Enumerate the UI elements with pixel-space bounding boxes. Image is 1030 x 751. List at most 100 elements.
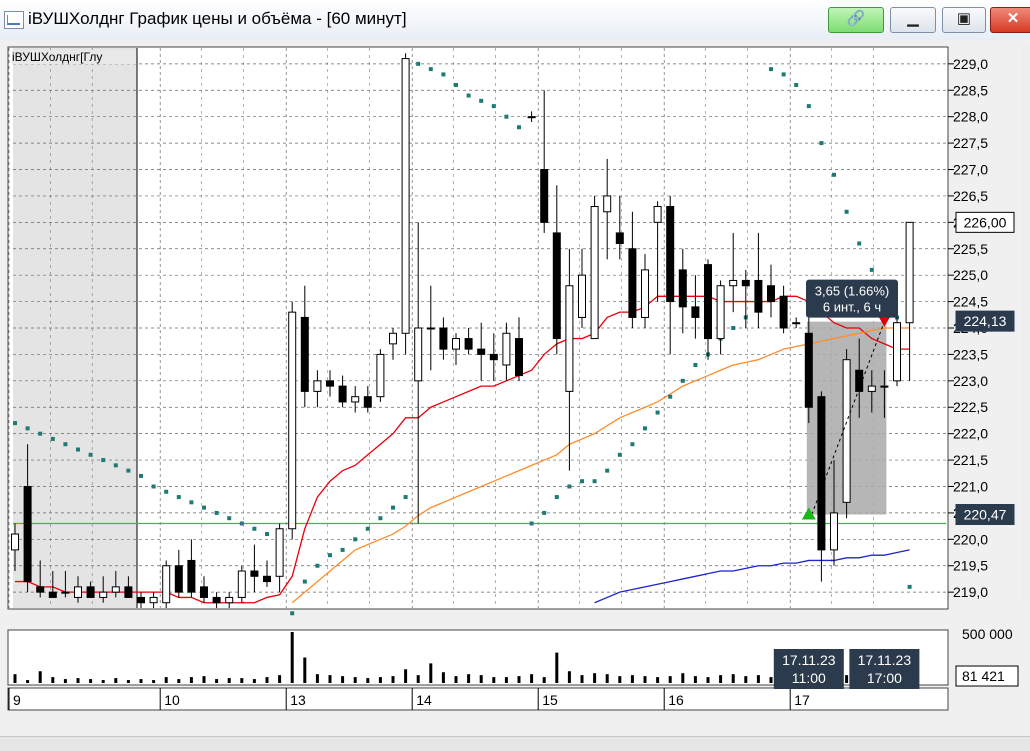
time-axis [7, 687, 949, 711]
close-button[interactable]: ✕ [990, 7, 1030, 33]
horizontal-scrollbar[interactable] [0, 736, 1030, 751]
price-tick-label: 219,5 [953, 558, 988, 574]
vertical-scrollbar[interactable] [1022, 44, 1030, 600]
sar-dot [819, 141, 824, 146]
price-badge [955, 310, 1015, 332]
maximize-button[interactable]: ▣ [942, 7, 986, 33]
candle-body [867, 385, 876, 392]
price-tick-label: 227,5 [953, 135, 988, 151]
volume-bar [290, 632, 294, 683]
candle-body [817, 396, 826, 551]
candle-body [74, 586, 82, 598]
candle-body [464, 338, 473, 350]
volume-bar [240, 678, 244, 683]
candle-body [86, 586, 95, 598]
candle-body [565, 285, 574, 392]
close-icon: ✕ [1006, 10, 1020, 27]
volume-bar [303, 657, 307, 683]
candle-body [124, 586, 133, 598]
sar-dot [391, 505, 395, 510]
volume-bar [215, 679, 219, 683]
candle-body [729, 279, 738, 287]
time-badge-time: 17:00 [867, 670, 902, 686]
sar-dot [227, 516, 232, 521]
sar-dot [844, 209, 849, 214]
candle-body [36, 586, 45, 593]
volume-bar [126, 680, 130, 683]
price-tick-label: 220,0 [953, 531, 988, 547]
price-tick-label: 224,5 [953, 294, 988, 310]
candles [11, 53, 914, 608]
measurement-label-duration: 6 инт., 6 ч [823, 300, 881, 315]
sar-dot [605, 468, 610, 473]
sar-dot [315, 563, 320, 568]
candle-body [804, 332, 813, 408]
day-label: 15 [542, 692, 558, 708]
volume-bar [353, 677, 357, 683]
sar-dot [832, 172, 836, 177]
sar-dot [302, 579, 307, 584]
volume-bar [378, 677, 382, 683]
candle-body [174, 565, 183, 593]
volume-bar [504, 677, 508, 683]
candle-body [704, 264, 712, 340]
price-tick-label: 229,0 [953, 56, 988, 72]
candle-body [716, 285, 725, 340]
title-bar[interactable]: iВУШХолднг График цены и объёма - [60 ми… [0, 0, 1030, 41]
sar-dot [857, 241, 862, 246]
candle-body [792, 322, 801, 325]
sar-dot [252, 526, 257, 531]
candle-body [578, 274, 586, 318]
price-volume-chart[interactable]: 229,0228,5228,0227,5227,0226,5226,0225,5… [0, 40, 1030, 736]
volume-bar [744, 676, 748, 683]
volume-bar [278, 675, 282, 683]
sar-dot [680, 378, 685, 383]
volume-bar [719, 675, 723, 683]
candle-body [11, 533, 19, 551]
volume-bar [492, 677, 496, 683]
day-label: 9 [13, 692, 21, 708]
candle-body [275, 528, 284, 577]
volume-axis: 500 000 81 421 [955, 626, 1019, 687]
sar-dot [479, 98, 484, 103]
candle-body [540, 169, 549, 223]
sar-dot [13, 421, 17, 426]
candle-body [502, 332, 511, 366]
volume-bar [429, 663, 433, 683]
candle-body [162, 565, 171, 604]
day-label: 14 [416, 692, 432, 708]
volume-bar [668, 676, 672, 683]
price-tick-label: 222,5 [953, 399, 988, 415]
candle-body [439, 327, 448, 350]
candle-body [666, 205, 675, 303]
volume-bar [441, 672, 445, 683]
candle-body [250, 570, 259, 577]
volume-bar [555, 652, 559, 683]
sar-dot [189, 500, 194, 505]
sar-dot [781, 72, 786, 77]
price-tick-label: 225,5 [953, 241, 988, 257]
sar-dot [794, 82, 799, 87]
candle-body [300, 316, 309, 392]
volume-bar [315, 674, 319, 683]
candle-body [741, 279, 750, 287]
sar-dot [353, 537, 358, 542]
annotations: 3,65 (1.66%)6 инт., 6 ч 226,00 224,13 220,4… [801, 211, 1015, 525]
candle-body [338, 385, 347, 403]
price-tick-label: 221,0 [953, 478, 988, 494]
sar-dot [265, 532, 269, 537]
volume-bar [845, 675, 849, 683]
candle-body [200, 586, 208, 598]
sar-dot [491, 104, 496, 109]
link-button[interactable]: 🔗 [828, 7, 884, 33]
price-tick-label: 225,0 [953, 267, 988, 283]
candle-body [326, 380, 334, 387]
volume-bar [366, 678, 370, 683]
sar-dot [630, 442, 635, 447]
minimize-button[interactable]: ▁ [890, 7, 936, 33]
candle-body [641, 269, 649, 318]
sar-dot [517, 125, 521, 130]
volume-bar [580, 675, 584, 683]
day-labels: 9 10 13 14 15 16 17 [8, 688, 810, 710]
candle-body [23, 485, 32, 583]
